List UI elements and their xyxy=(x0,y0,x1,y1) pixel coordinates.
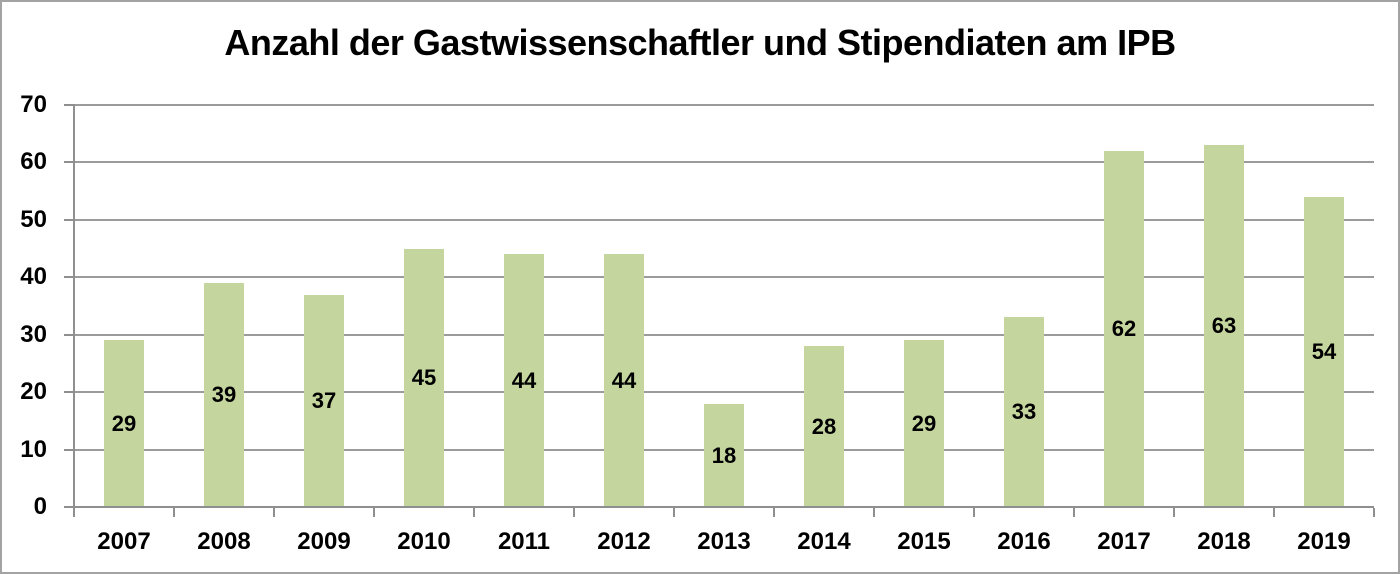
bar-value-label-2011: 44 xyxy=(511,367,537,393)
bar-value-label-2008: 39 xyxy=(211,382,237,407)
y-tick-label-10: 10 xyxy=(20,435,47,463)
bar-2017: 62 xyxy=(1104,151,1144,507)
bar-2013: 18 xyxy=(704,404,744,507)
y-tick-mark-60 xyxy=(64,161,74,164)
x-tick-mark-2 xyxy=(273,508,275,517)
chart-title: Anzahl der Gastwissenschaftler und Stipe… xyxy=(224,22,1176,63)
bar-value-label-2007: 29 xyxy=(111,410,137,436)
x-tick-mark-6 xyxy=(673,508,675,517)
x-tick-label-2019: 2019 xyxy=(1297,528,1351,555)
bar-2012: 44 xyxy=(604,254,644,507)
bar-value-label-2015: 29 xyxy=(911,410,937,436)
x-tick-label-2012: 2012 xyxy=(597,528,651,555)
x-tick-label-2013: 2013 xyxy=(697,528,751,555)
bar-value-label-2012: 44 xyxy=(611,367,637,393)
x-tick-mark-13 xyxy=(1373,508,1375,517)
bar-value-label-2018: 63 xyxy=(1211,313,1237,338)
x-tick-label-2016: 2016 xyxy=(997,528,1051,555)
y-tick-label-70: 70 xyxy=(20,91,47,118)
x-tick-label-2014: 2014 xyxy=(797,528,851,555)
y-tick-mark-20 xyxy=(64,391,74,394)
y-tick-mark-10 xyxy=(64,448,74,451)
x-tick-mark-1 xyxy=(173,508,175,517)
x-tick-label-2010: 2010 xyxy=(397,528,451,555)
bar-2011: 44 xyxy=(504,254,544,507)
x-tick-mark-8 xyxy=(873,508,875,517)
bar-value-label-2013: 18 xyxy=(711,442,737,468)
gridline-20 xyxy=(74,391,1374,394)
bar-2010: 45 xyxy=(404,249,444,507)
bar-2018: 63 xyxy=(1204,145,1244,507)
y-tick-mark-30 xyxy=(64,333,74,336)
bar-2009: 37 xyxy=(304,295,344,507)
gridline-30 xyxy=(74,333,1374,336)
x-tick-label-2017: 2017 xyxy=(1097,528,1151,555)
x-tick-mark-9 xyxy=(973,508,975,517)
x-tick-mark-4 xyxy=(473,508,475,517)
y-tick-label-20: 20 xyxy=(20,378,47,406)
x-tick-mark-5 xyxy=(573,508,575,517)
y-axis-line xyxy=(73,104,75,508)
gridline-50 xyxy=(74,218,1374,221)
y-tick-mark-50 xyxy=(64,218,74,221)
x-tick-label-2011: 2011 xyxy=(497,528,551,555)
bar-value-label-2014: 28 xyxy=(811,413,837,439)
bar-value-label-2016: 33 xyxy=(1011,399,1037,424)
x-axis-line xyxy=(64,506,1374,508)
y-tick-label-50: 50 xyxy=(20,205,47,233)
y-tick-mark-70 xyxy=(64,104,74,106)
bar-2008: 39 xyxy=(204,283,244,507)
gridline-60 xyxy=(74,161,1374,164)
x-tick-label-2007: 2007 xyxy=(97,528,151,555)
bar-2016: 33 xyxy=(1004,317,1044,507)
x-tick-mark-10 xyxy=(1073,508,1075,517)
bar-2015: 29 xyxy=(904,340,944,507)
bar-value-label-2010: 45 xyxy=(411,365,437,390)
gridline-70 xyxy=(74,104,1374,106)
y-tick-label-60: 60 xyxy=(20,148,47,176)
plot-area: 29 39 37 45 44 44 18 28 29 33 62 63 54 xyxy=(74,104,1374,508)
x-tick-mark-7 xyxy=(773,508,775,517)
x-tick-label-2009: 2009 xyxy=(297,528,351,555)
x-tick-label-2008: 2008 xyxy=(197,528,251,555)
y-tick-label-0: 0 xyxy=(33,493,47,520)
y-tick-mark-40 xyxy=(64,276,74,279)
x-tick-label-2018: 2018 xyxy=(1197,528,1251,555)
bar-value-label-2019: 54 xyxy=(1311,339,1337,364)
y-tick-label-40: 40 xyxy=(20,263,47,291)
bar-value-label-2009: 37 xyxy=(311,388,337,413)
x-tick-mark-3 xyxy=(373,508,375,517)
bar-2019: 54 xyxy=(1304,197,1344,507)
bar-2007: 29 xyxy=(104,340,144,507)
x-tick-mark-12 xyxy=(1273,508,1275,517)
bar-2014: 28 xyxy=(804,346,844,507)
x-tick-label-2015: 2015 xyxy=(897,528,951,555)
y-tick-label-30: 30 xyxy=(20,320,47,348)
bar-value-label-2017: 62 xyxy=(1111,316,1137,341)
x-tick-mark-11 xyxy=(1173,508,1175,517)
gridline-40 xyxy=(74,276,1374,279)
x-tick-mark-0 xyxy=(73,508,75,517)
